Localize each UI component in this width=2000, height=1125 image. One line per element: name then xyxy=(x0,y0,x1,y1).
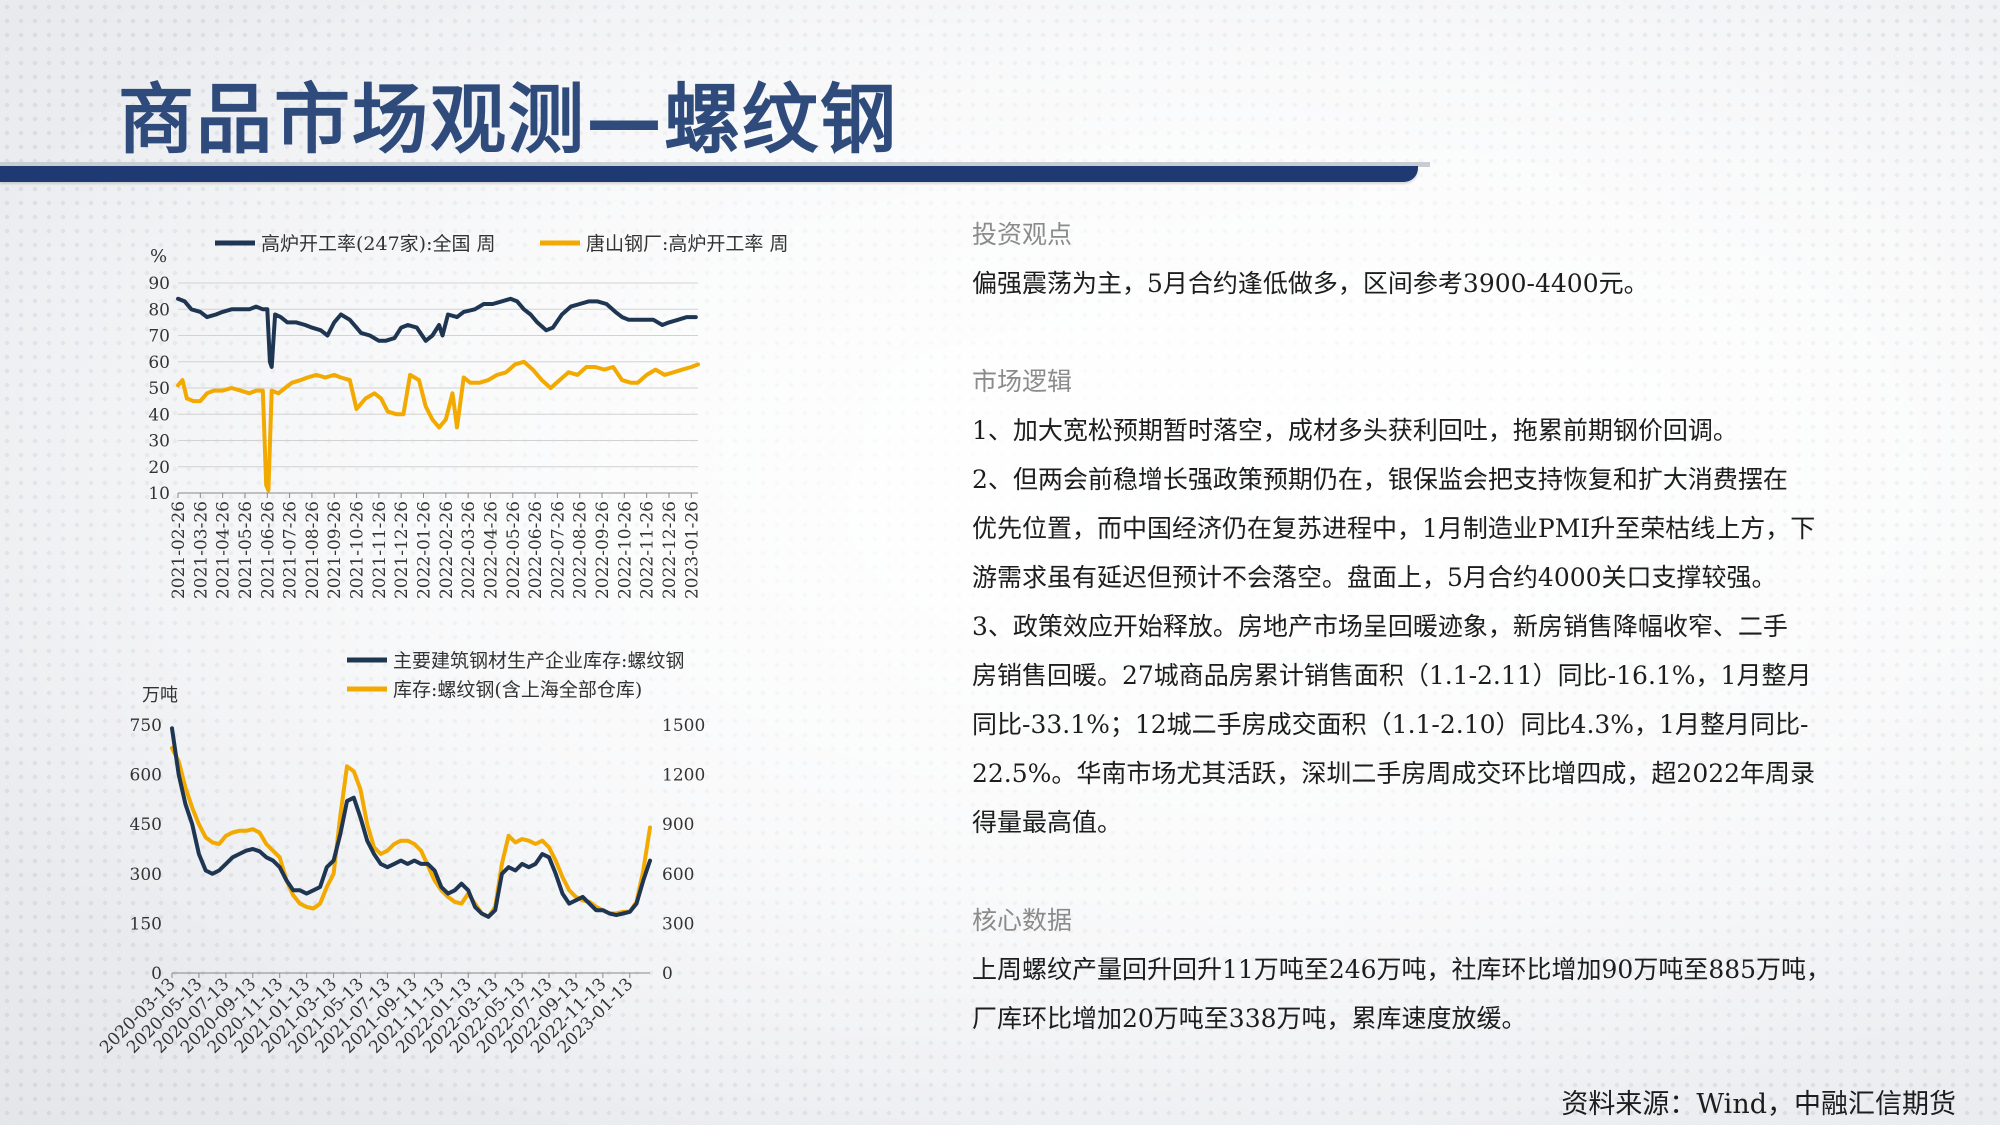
chart1-x-tick-label: 2022-01-26 xyxy=(414,501,434,599)
chart2-y-left-tick-label: 300 xyxy=(130,865,162,885)
chart1-x-tick-label: 2023-01-26 xyxy=(682,501,702,599)
investment-view-text: 偏强震荡为主，5月合约逢低做多，区间参考3900-4400元。 xyxy=(972,269,1649,298)
chart1-x-tick-label: 2021-09-26 xyxy=(325,501,345,599)
chart2-legend-label-social: 库存:螺纹钢(含上海全部仓库) xyxy=(393,679,642,701)
chart2-y-left-tick-label: 150 xyxy=(130,914,162,934)
chart1-y-unit: % xyxy=(150,246,167,267)
market-logic-line: 游需求虽有延迟但预计不会落空。盘面上，5月合约4000关口支撑较强。 xyxy=(972,563,1777,592)
market-logic-line: 得量最高值。 xyxy=(972,808,1123,837)
chart1-x-tick-label: 2021-07-26 xyxy=(281,501,301,599)
investment-view-heading: 投资观点 xyxy=(972,220,1073,249)
chart1-x-tick-label: 2022-05-26 xyxy=(504,501,524,599)
chart2-legend-label-producer: 主要建筑钢材生产企业库存:螺纹钢 xyxy=(393,650,684,672)
chart1-x-tick-label: 2022-07-26 xyxy=(548,501,568,599)
chart1-y-tick-label: 20 xyxy=(148,458,170,478)
chart1-legend-label-national: 高炉开工率(247家):全国 周 xyxy=(261,233,496,255)
chart2-y-left-tick-label: 450 xyxy=(130,815,162,835)
chart2-legend: 主要建筑钢材生产企业库存:螺纹钢 库存:螺纹钢(含上海全部仓库) xyxy=(347,650,684,701)
market-logic-line: 2、但两会前稳增长强政策预期仍在，银保监会把支持恢复和扩大消费摆在 xyxy=(972,465,1788,494)
page-title: 商品市场观测—螺纹钢 xyxy=(118,75,898,164)
chart1-x-tick-label: 2022-09-26 xyxy=(593,501,613,599)
chart1-x-tick-label: 2021-02-26 xyxy=(169,501,189,599)
chart1-x-tick-label: 2022-12-26 xyxy=(660,501,680,599)
chart2-series-line xyxy=(170,746,652,919)
source-note: 资料来源：Wind，中融汇信期货 xyxy=(1561,1089,1956,1120)
commentary-panel: 投资观点 偏强震荡为主，5月合约逢低做多，区间参考3900-4400元。 市场逻… xyxy=(972,210,1882,1043)
market-logic-line: 3、政策效应开始释放。房地产市场呈回暖迹象，新房销售降幅收窄、二手 xyxy=(972,612,1788,641)
chart1-y-tick-label: 30 xyxy=(148,432,170,452)
chart1-x-tick-label: 2021-11-26 xyxy=(370,501,390,599)
chart2-y-unit: 万吨 xyxy=(142,685,178,706)
chart1-x-axis: 2021-02-26 2021-03-26 2021-04-26 2021-05-26… xyxy=(169,493,702,599)
chart1-x-tick-label: 2021-06-26 xyxy=(258,501,278,599)
chart1-y-tick-label: 70 xyxy=(148,327,170,347)
chart1-x-tick-label: 2022-10-26 xyxy=(615,501,635,599)
chart1-x-tick-label: 2021-05-26 xyxy=(236,501,256,599)
chart2-y-right-tick-label: 1200 xyxy=(662,766,705,786)
chart2-y-right-tick-label: 900 xyxy=(662,815,694,835)
chart1-y-tick-label: 60 xyxy=(148,353,170,373)
chart2-x-axis: 2020-03-132020-05-132020-07-132020-09-13… xyxy=(96,972,650,1058)
chart2-y-left-tick-label: 600 xyxy=(130,766,162,786)
chart2-y-axis-left: 0 150 300 450 600 750 xyxy=(130,716,162,984)
market-logic-line: 房销售回暖。27城商品房累计销售面积（1.1-2.11）同比-16.1%，1月整… xyxy=(972,661,1812,690)
blast-furnace-utilization-chart: 高炉开工率(247家):全国 周 唐山钢厂:高炉开工率 周 % 10 20 30 40… xyxy=(148,233,788,599)
chart1-gridlines xyxy=(178,282,698,494)
chart1-x-tick-label: 2022-03-26 xyxy=(459,501,479,599)
chart1-y-tick-label: 90 xyxy=(148,274,170,294)
chart1-legend: 高炉开工率(247家):全国 周 唐山钢厂:高炉开工率 周 xyxy=(215,233,788,255)
chart2-y-left-tick-label: 750 xyxy=(130,716,162,736)
chart1-x-tick-label: 2021-10-26 xyxy=(348,501,368,599)
core-data-line: 厂库环比增加20万吨至338万吨，累库速度放缓。 xyxy=(972,1004,1527,1033)
chart1-x-tick-label: 2022-02-26 xyxy=(437,501,457,599)
chart1-x-tick-label: 2021-12-26 xyxy=(392,501,412,599)
spacer xyxy=(972,308,1882,357)
chart1-x-tick-label: 2022-06-26 xyxy=(526,501,546,599)
chart2-series-line xyxy=(170,726,652,919)
chart2-y-axis-right: 0 300 600 900 1200 1500 xyxy=(662,716,705,984)
chart1-series xyxy=(176,296,700,493)
chart1-x-tick-label: 2021-04-26 xyxy=(214,501,234,599)
chart1-y-axis: 10 20 30 40 50 60 70 80 90 xyxy=(148,274,170,504)
chart1-x-tick-label: 2021-03-26 xyxy=(191,501,211,599)
chart2-y-right-tick-label: 300 xyxy=(662,914,694,934)
title-underline-bar xyxy=(0,166,1418,182)
market-logic-line: 22.5%。华南市场尤其活跃，深圳二手房周成交环比增四成，超2022年周录 xyxy=(972,759,1816,788)
chart2-y-right-tick-label: 1500 xyxy=(662,716,705,736)
chart1-y-tick-label: 50 xyxy=(148,379,170,399)
core-data-line: 上周螺纹产量回升回升11万吨至246万吨，社库环比增加90万吨至885万吨， xyxy=(972,955,1832,984)
core-data-heading: 核心数据 xyxy=(972,906,1073,935)
chart1-x-tick-label: 2022-08-26 xyxy=(571,501,591,599)
chart1-y-tick-label: 40 xyxy=(148,405,170,425)
market-logic-line: 优先位置，而中国经济仍在复苏进程中，1月制造业PMI升至荣枯线上方，下 xyxy=(972,514,1816,543)
chart1-series-line xyxy=(176,296,698,369)
market-logic-line: 1、加大宽松预期暂时落空，成材多头获利回吐，拖累前期钢价回调。 xyxy=(972,416,1738,445)
chart1-series-line xyxy=(176,359,700,493)
market-logic-line: 同比-33.1%；12城二手房成交面积（1.1-2.10）同比4.3%，1月整月… xyxy=(972,710,1809,739)
chart2-y-left-tick-label: 0 xyxy=(151,964,162,984)
chart2-y-right-tick-label: 0 xyxy=(662,964,673,984)
chart1-x-tick-label: 2021-08-26 xyxy=(303,501,323,599)
market-logic-heading: 市场逻辑 xyxy=(972,367,1073,396)
title-underline-light xyxy=(0,162,1430,167)
chart1-x-tick-label: 2022-04-26 xyxy=(481,501,501,599)
chart1-y-tick-label: 80 xyxy=(148,300,170,320)
chart2-y-right-tick-label: 600 xyxy=(662,865,694,885)
chart2-series xyxy=(170,726,652,919)
chart1-x-tick-label: 2022-11-26 xyxy=(638,501,658,599)
chart1-legend-label-tangshan: 唐山钢厂:高炉开工率 周 xyxy=(586,233,788,255)
chart1-y-tick-label: 10 xyxy=(148,484,170,504)
spacer xyxy=(972,847,1882,896)
rebar-inventory-chart: 主要建筑钢材生产企业库存:螺纹钢 库存:螺纹钢(含上海全部仓库) 万吨 0 150… xyxy=(96,650,705,1058)
